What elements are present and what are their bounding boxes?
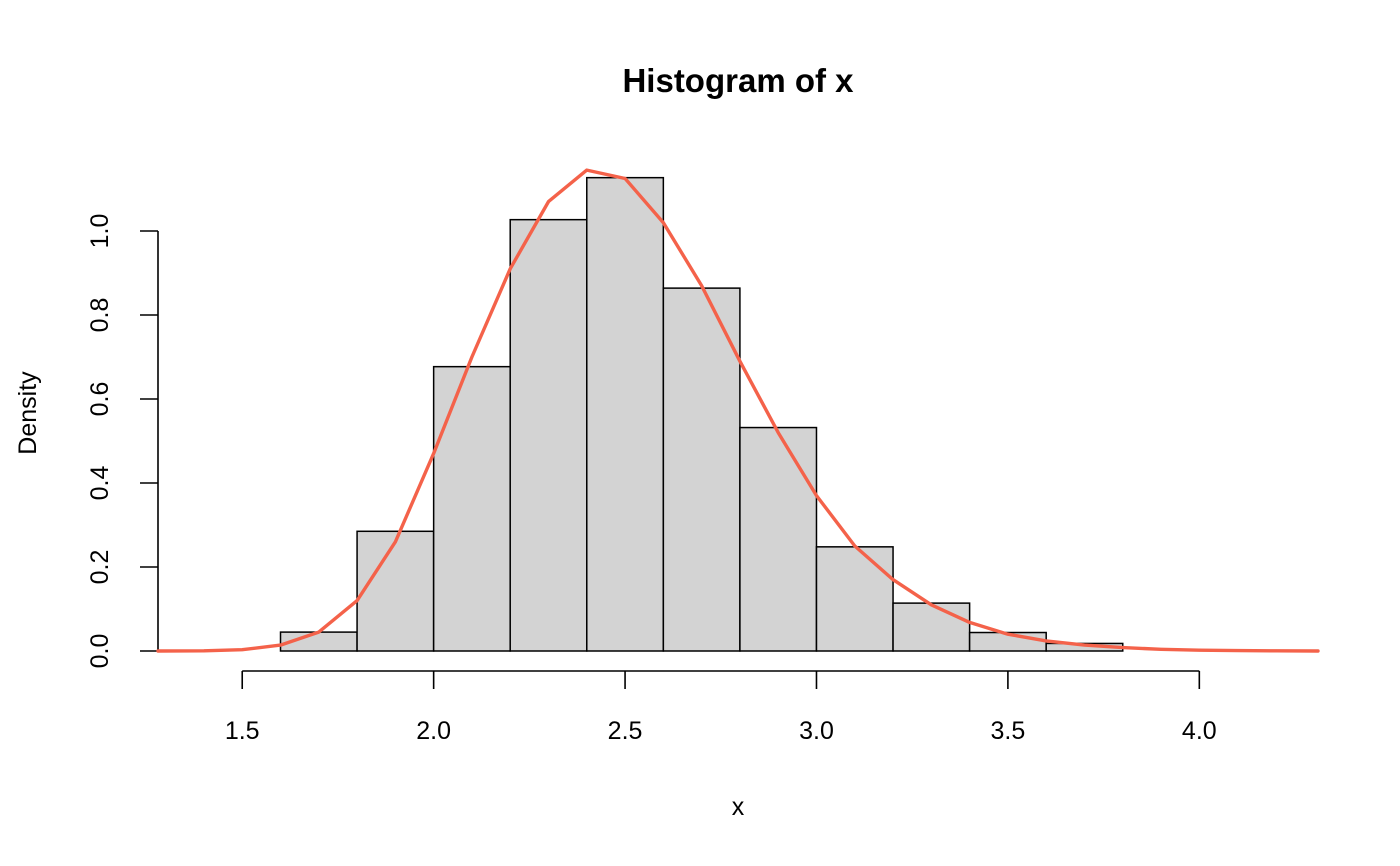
density-curve	[156, 168, 1320, 653]
x-tick-label: 3.5	[991, 717, 1026, 745]
histogram-bar	[815, 546, 894, 652]
x-axis-label: x	[732, 793, 745, 821]
x-axis: 1.5 2.0 2.5 3.0 3.5 4.0	[225, 670, 1217, 745]
histogram-bar	[356, 530, 435, 652]
y-tick-label: 0.2	[86, 550, 114, 585]
y-tick-label: 0.6	[86, 382, 114, 417]
y-tick-label: 0.8	[86, 298, 114, 333]
x-tick-label: 2.0	[416, 717, 451, 745]
y-tick-label: 1.0	[86, 214, 114, 249]
y-axis: 0.0 0.2 0.4 0.6 0.8 1.0	[86, 214, 159, 669]
histogram-bar	[662, 287, 741, 652]
histogram-bar	[586, 176, 665, 652]
chart-title: Histogram of x	[622, 62, 854, 99]
y-axis-label: Density	[14, 371, 42, 455]
histogram-bar	[509, 218, 588, 652]
x-tick-label: 2.5	[608, 717, 643, 745]
y-tick-label: 0.0	[86, 634, 114, 669]
x-tick-label: 1.5	[225, 717, 260, 745]
histogram-bar	[432, 365, 511, 652]
density-curve-group	[156, 168, 1320, 653]
histogram-bar	[739, 426, 818, 652]
histogram-bars	[279, 176, 1124, 652]
x-tick-label: 3.0	[799, 717, 834, 745]
y-tick-label: 0.4	[86, 466, 114, 501]
x-tick-label: 4.0	[1182, 717, 1217, 745]
histogram-bar	[892, 602, 971, 652]
